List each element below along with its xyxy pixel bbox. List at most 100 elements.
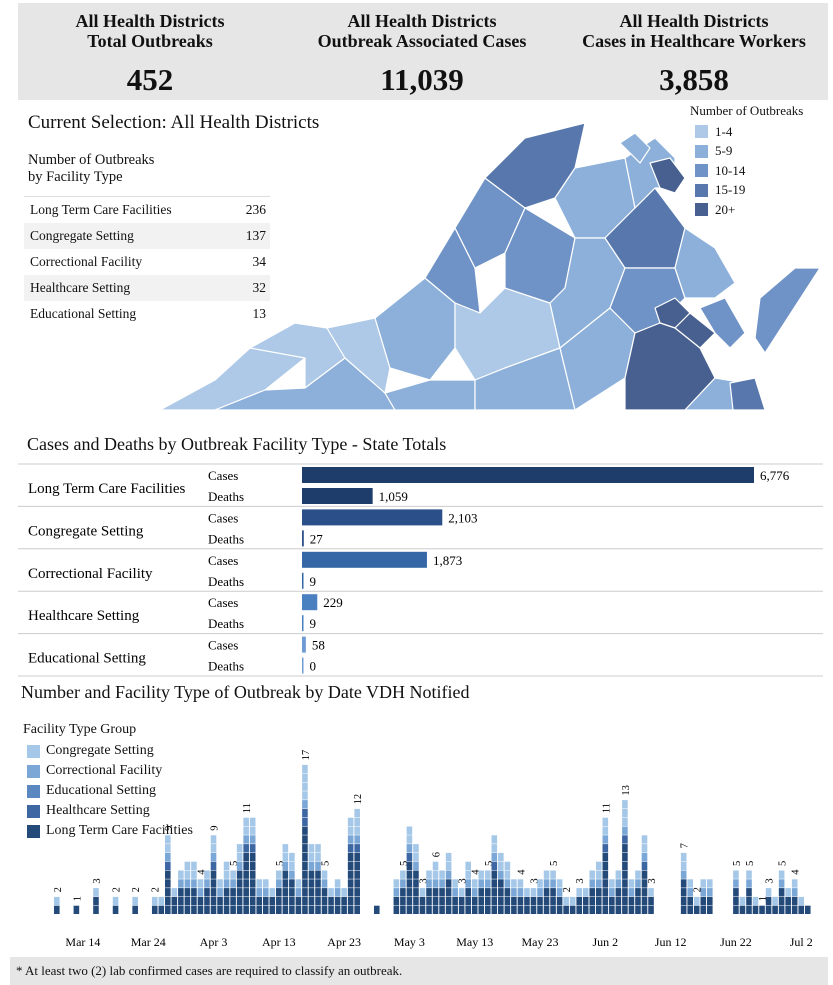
stacked-bar-segment	[197, 905, 204, 914]
stacked-bar-segment	[191, 896, 197, 906]
stacked-bar-segment	[328, 896, 334, 906]
map-district[interactable]	[424, 227, 481, 314]
map-district[interactable]	[649, 157, 686, 194]
kpi-title-line1: All Health Districts	[619, 11, 769, 31]
cases-deaths-chart[interactable]: Long Term Care Facilities Cases 6,776 Death…	[18, 462, 823, 677]
map-district[interactable]	[619, 132, 651, 164]
stacked-bar-segment	[354, 808, 360, 818]
x-tick-label: Apr 23	[327, 935, 361, 949]
stacked-bar-segment	[308, 844, 315, 853]
stacked-bar-segment	[707, 896, 713, 906]
stacked-bar-segment	[302, 826, 308, 835]
stacked-bar-segment	[622, 826, 628, 835]
map-district[interactable]	[384, 379, 476, 411]
stacked-bar-segment	[543, 888, 550, 897]
stacked-bar-segment	[511, 905, 517, 914]
daily-legend-item[interactable]: Educational Setting	[23, 781, 193, 801]
map-district[interactable]	[699, 297, 746, 349]
stacked-bar-segment	[289, 852, 295, 862]
stacked-bar-segment	[321, 905, 328, 914]
stacked-bar-segment	[165, 844, 171, 853]
bar-value-label: 9	[310, 574, 317, 589]
stacked-bar-segment	[249, 835, 256, 844]
bar-total-label: 3	[529, 878, 540, 883]
map-district[interactable]	[674, 227, 736, 299]
stacked-bar-segment	[641, 844, 648, 853]
stacked-bar-segment	[687, 879, 694, 888]
facility-row[interactable]: Long Term Care Facilities 236	[24, 197, 270, 223]
kpi-title-line2: Total Outbreaks	[87, 31, 213, 51]
stacked-bar-segment	[308, 852, 315, 862]
stacked-bar-segment	[289, 896, 295, 906]
stacked-bar-segment	[210, 896, 217, 906]
facility-row[interactable]: Educational Setting 13	[24, 301, 270, 327]
map-legend-item[interactable]: 10-14	[690, 161, 803, 181]
stacked-bar-segment	[419, 905, 426, 914]
daily-legend-item[interactable]: Healthcare Setting	[23, 801, 193, 821]
stacked-bar-segment	[602, 896, 609, 906]
map-district[interactable]	[729, 377, 766, 411]
virginia-district-map[interactable]	[155, 118, 830, 418]
stacked-bar-segment	[622, 905, 628, 914]
map-district[interactable]	[326, 317, 391, 394]
stacked-bar-segment	[249, 896, 256, 906]
bar-value-label: 1,873	[433, 553, 462, 568]
stacked-bar-segment	[582, 905, 589, 914]
daily-legend-item[interactable]: Long Term Care Facilities	[23, 821, 193, 841]
stacked-bar-segment	[635, 896, 641, 906]
stacked-bar-segment	[347, 844, 354, 853]
kpi-band: All Health Districts Total Outbreaks 452…	[18, 3, 828, 100]
x-tick-label: Jul 2	[790, 935, 813, 949]
stacked-bar-segment	[680, 905, 687, 914]
stacked-bar-segment	[478, 896, 485, 906]
stacked-bar-segment	[413, 852, 419, 862]
kpi-total-outbreaks: All Health Districts Total Outbreaks 452	[15, 11, 285, 98]
stacked-bar-segment	[556, 905, 563, 914]
bar-total-label: 3	[575, 878, 586, 883]
stacked-bar-segment	[217, 888, 223, 897]
stacked-bar-segment	[445, 879, 452, 888]
facility-label: Educational Setting	[30, 306, 137, 321]
stacked-bar-segment	[602, 879, 609, 888]
map-legend-item[interactable]: 1-4	[690, 122, 803, 142]
stacked-bar-segment	[765, 888, 772, 897]
x-tick-label: Jun 22	[720, 935, 752, 949]
legend-label: 15-19	[715, 182, 746, 198]
facility-row[interactable]: Correctional Facility 34	[24, 249, 270, 275]
bar-total-label: 5	[732, 861, 743, 866]
stacked-bar-segment	[491, 905, 498, 914]
map-legend-item[interactable]: 5-9	[690, 142, 803, 162]
legend-swatch	[27, 824, 40, 838]
stacked-bar-segment	[184, 888, 191, 897]
stacked-bar-segment	[165, 861, 171, 870]
stacked-bar-segment	[746, 888, 752, 897]
stacked-bar-segment	[308, 896, 315, 906]
stacked-bar-segment	[582, 896, 589, 906]
stacked-bar-segment	[700, 879, 707, 888]
stacked-bar-segment	[798, 905, 805, 914]
stacked-bar-segment	[543, 879, 550, 888]
stacked-bar-segment	[517, 888, 524, 897]
stacked-bar-segment	[165, 888, 171, 897]
daily-legend-item[interactable]: Congregate Setting	[23, 741, 193, 761]
stacked-bar-segment	[733, 870, 739, 879]
facility-row[interactable]: Congregate Setting 137	[24, 223, 270, 249]
stacked-bar-segment	[785, 905, 791, 914]
facility-row[interactable]: Healthcare Setting 32	[24, 275, 270, 301]
map-legend-item[interactable]: 20+	[690, 200, 803, 220]
daily-legend-item[interactable]: Correctional Facility	[23, 761, 193, 781]
stacked-bar-segment	[498, 896, 504, 906]
category-label: Long Term Care Facilities	[28, 481, 186, 497]
stacked-bar-segment	[315, 870, 321, 879]
stacked-bar-segment	[589, 888, 596, 897]
stacked-bar-segment	[550, 905, 556, 914]
stacked-bar-segment	[648, 905, 654, 914]
stacked-bar-segment	[707, 905, 713, 914]
stacked-bar-segment	[615, 905, 622, 914]
map-district[interactable]	[754, 267, 821, 354]
x-tick-label: May 3	[394, 935, 425, 949]
map-legend-item[interactable]: 15-19	[690, 181, 803, 201]
stacked-bar-segment	[210, 861, 217, 870]
stacked-bar-segment	[230, 870, 236, 879]
